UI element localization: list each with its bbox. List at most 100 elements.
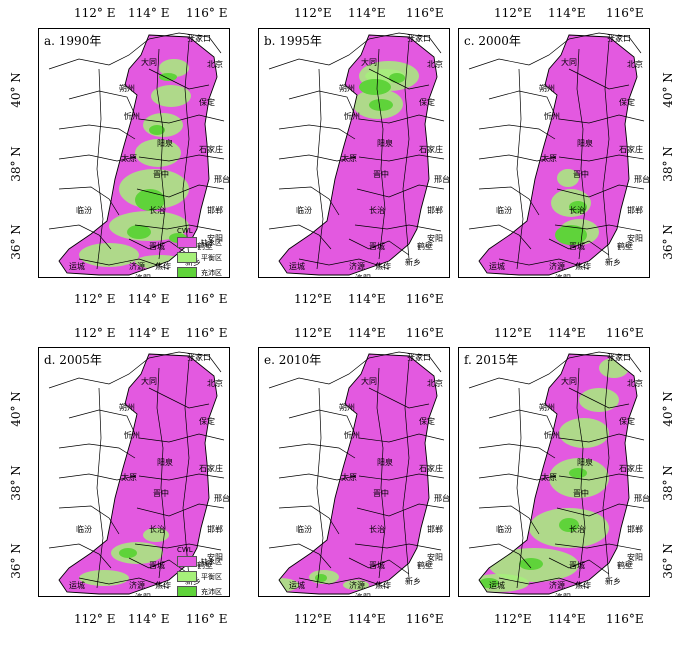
right-tick: 40° N bbox=[660, 72, 675, 108]
admin-boundary bbox=[278, 154, 356, 162]
city-label: 张家口 bbox=[187, 34, 211, 43]
city-label: 太原 bbox=[341, 473, 357, 482]
admin-boundary bbox=[58, 443, 136, 459]
admin-boundary bbox=[556, 184, 645, 198]
panel-title: d. 2005年 bbox=[44, 353, 102, 367]
city-label: 晋城 bbox=[369, 561, 385, 570]
bottom-tick-e: 114°E bbox=[348, 612, 386, 626]
top-tick-e: 116°E bbox=[406, 326, 444, 340]
city-label: 保定 bbox=[419, 98, 435, 107]
city-label: 保定 bbox=[619, 417, 635, 426]
city-label: 忻州 bbox=[124, 112, 140, 121]
map-panel-c: 张家口 北京 大同 朔州 保定 忻州 阳泉 石家庄 太原 晋中 邢台 邯郸 长治 临汾 安阳 鹤壁 晋城 运城 济源… bbox=[458, 28, 650, 278]
admin-boundary bbox=[348, 557, 410, 575]
top-tick-c: 112°E bbox=[494, 6, 532, 20]
admin-boundary bbox=[138, 433, 225, 443]
city-label: 晋中 bbox=[373, 489, 389, 498]
admin-boundary bbox=[48, 224, 112, 250]
admin-boundary bbox=[48, 357, 150, 389]
admin-boundary bbox=[358, 433, 445, 443]
city-label: 运城 bbox=[289, 262, 305, 271]
city-label: 张家口 bbox=[607, 34, 631, 43]
admin-boundary bbox=[298, 258, 390, 270]
city-label: 石家庄 bbox=[419, 464, 443, 473]
balance-area bbox=[151, 85, 191, 107]
admin-boundary bbox=[134, 543, 222, 551]
legend-label: 充沛区 bbox=[201, 587, 222, 596]
legend-label: 充沛区 bbox=[201, 268, 222, 277]
admin-boundary bbox=[468, 38, 570, 70]
city-label: 邢台 bbox=[634, 175, 650, 184]
top-tick-b: 116°E bbox=[406, 6, 444, 20]
right-tick: 36° N bbox=[660, 224, 675, 260]
city-label: 忻州 bbox=[544, 112, 560, 121]
surplus-area bbox=[519, 558, 543, 570]
city-label: 晋城 bbox=[149, 242, 165, 251]
city-label: 朔州 bbox=[339, 403, 355, 412]
map-panel-a: 张家口 北京 大同 朔州 保定 忻州 阳泉 石家庄 太原 晋中 邢台 邯郸 长治 临汾 安阳 鹤壁 晋城 运城 济源… bbox=[38, 28, 230, 278]
city-label: 邢台 bbox=[434, 494, 450, 503]
top-tick-a: 112° E bbox=[74, 6, 116, 20]
city-label: 北京 bbox=[207, 379, 223, 388]
patch-group bbox=[279, 570, 369, 592]
top-tick-b: 112°E bbox=[294, 6, 332, 20]
city-label: 长治 bbox=[369, 206, 385, 215]
city-label: 洛阳 bbox=[555, 592, 571, 596]
admin-boundary bbox=[548, 557, 610, 575]
bottom-tick-a: 112° E bbox=[74, 292, 116, 306]
surplus-area bbox=[569, 468, 587, 478]
admin-boundary bbox=[128, 557, 190, 575]
admin-boundary bbox=[516, 68, 524, 270]
city-label: 阳泉 bbox=[377, 139, 393, 148]
left-tick: 40° N bbox=[8, 391, 23, 427]
city-label: 保定 bbox=[419, 417, 435, 426]
legend-label: 平衡区 bbox=[201, 253, 222, 262]
bottom-tick-d: 112° E bbox=[74, 612, 116, 626]
balance-area bbox=[343, 580, 369, 590]
admin-boundary bbox=[136, 184, 225, 198]
admin-boundary bbox=[358, 114, 445, 124]
admin-boundary bbox=[354, 543, 442, 551]
city-label: 大同 bbox=[141, 58, 157, 67]
balance-area bbox=[79, 570, 129, 586]
region-outline bbox=[278, 353, 438, 595]
city-label: 晋城 bbox=[569, 242, 585, 251]
admin-boundary bbox=[288, 409, 356, 435]
city-label: 长治 bbox=[569, 525, 585, 534]
legend: CWL缺水区平衡区充沛区0100 km bbox=[177, 546, 229, 596]
balance-area bbox=[557, 169, 579, 187]
legend-item: 缺水区 bbox=[177, 556, 229, 567]
city-label: 邢台 bbox=[434, 175, 450, 184]
legend-swatch bbox=[177, 556, 197, 567]
city-label: 太原 bbox=[541, 473, 557, 482]
admin-boundary bbox=[602, 359, 610, 579]
panel-title: e. 2010年 bbox=[264, 353, 322, 367]
city-label: 保定 bbox=[619, 98, 635, 107]
surplus-area bbox=[149, 125, 165, 135]
left-tick: 40° N bbox=[8, 72, 23, 108]
admin-boundary bbox=[288, 90, 356, 116]
top-tick-b: 114°E bbox=[348, 6, 386, 20]
surplus-area bbox=[559, 518, 579, 532]
city-label: 晋中 bbox=[153, 170, 169, 179]
city-label: 张家口 bbox=[607, 353, 631, 362]
admin-boundary bbox=[558, 154, 645, 162]
city-label: 焦作 bbox=[375, 581, 391, 590]
city-label: 晋城 bbox=[369, 242, 385, 251]
legend-item: 平衡区 bbox=[177, 571, 229, 582]
panel-title: c. 2000年 bbox=[464, 34, 521, 48]
top-tick-d: 116° E bbox=[186, 326, 228, 340]
admin-boundary bbox=[68, 409, 136, 435]
surplus-area bbox=[479, 578, 499, 588]
admin-boundary bbox=[156, 48, 166, 260]
map-panel-f: 张家口 北京 大同 朔州 保定 忻州 阳泉 石家庄 太原 晋中 邢台 邯郸 长治 临汾 安阳 鹤壁 晋城 运城 济源… bbox=[458, 347, 650, 597]
legend-swatch bbox=[177, 571, 197, 582]
surplus-area bbox=[359, 79, 391, 95]
admin-boundary bbox=[48, 543, 112, 569]
top-tick-f: 112°E bbox=[494, 326, 532, 340]
city-label: 太原 bbox=[341, 154, 357, 163]
city-label: 太原 bbox=[121, 154, 137, 163]
admin-boundary bbox=[356, 184, 445, 198]
admin-boundary bbox=[568, 387, 630, 409]
bottom-tick-e: 112°E bbox=[294, 612, 332, 626]
